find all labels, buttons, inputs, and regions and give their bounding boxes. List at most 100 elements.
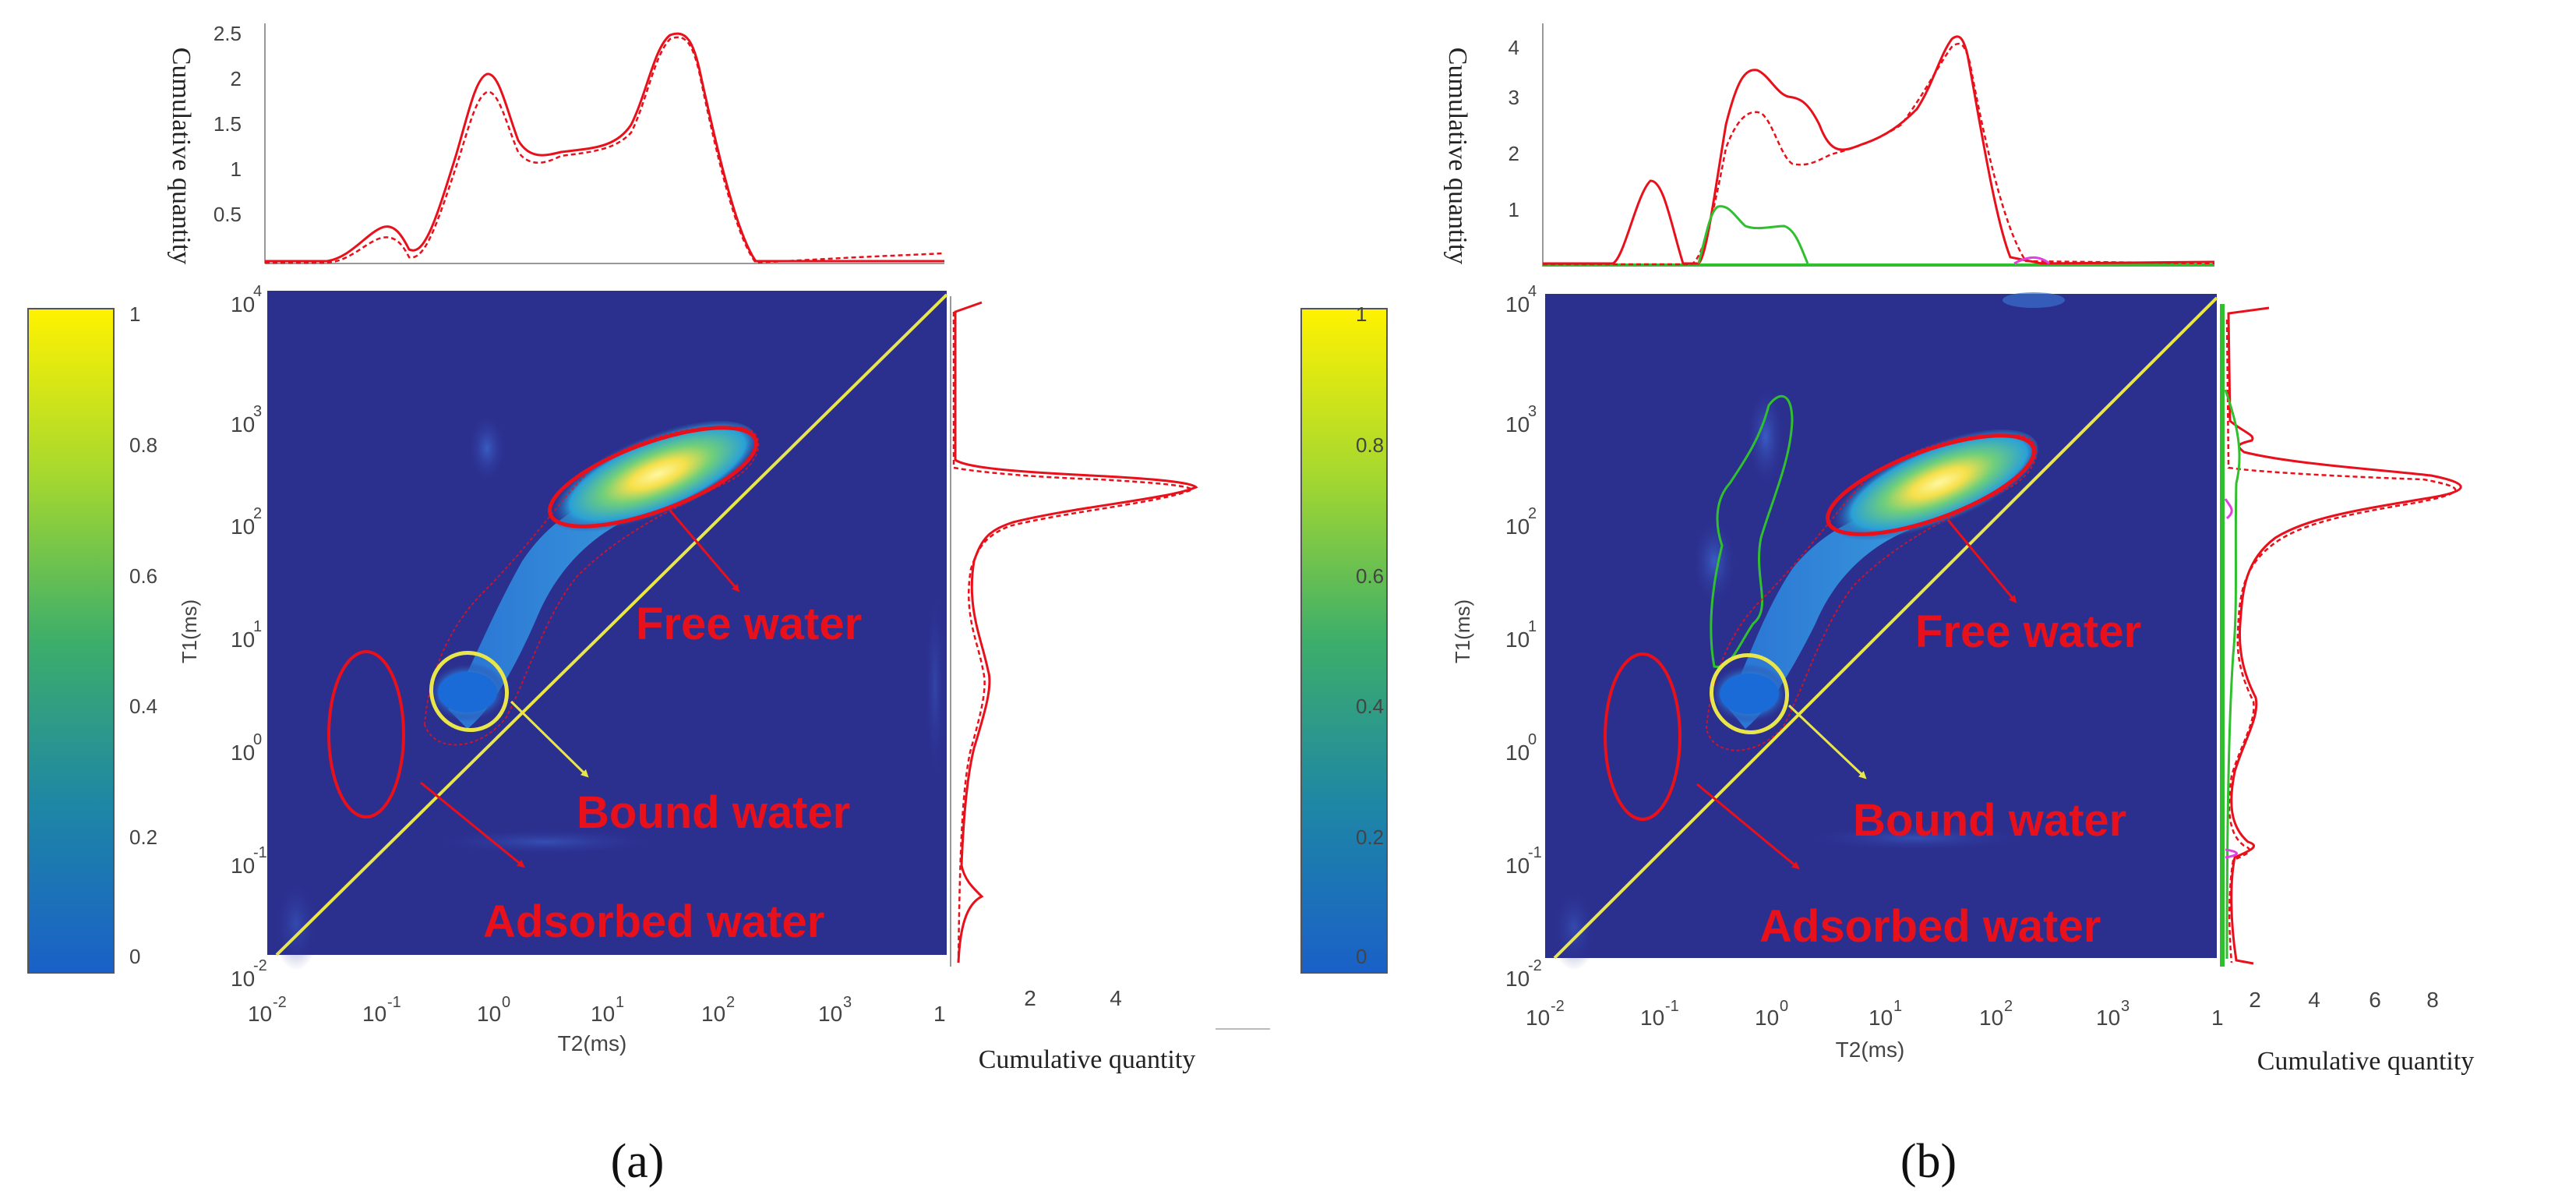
heatmap-blob (1720, 673, 1779, 714)
colorbar-tick: 0.2 (1356, 825, 1384, 849)
x-tick: 10 2 (701, 994, 735, 1026)
top-tick: 1.5 (213, 112, 242, 136)
right-curve (2227, 306, 2462, 965)
y-tick: 103 (1505, 403, 1537, 437)
x-tick-base: 1 (2211, 1006, 2224, 1030)
y-axis-label: T1(ms) (1451, 599, 1474, 663)
top-tick: 3 (1509, 86, 1519, 109)
top-tick: 1 (231, 157, 242, 181)
x-tick: 10 2 (1979, 998, 2013, 1030)
colorbar-tick: 0 (1356, 945, 1367, 968)
top-tick: 2.5 (213, 22, 242, 45)
colorbar-tick: 0 (129, 945, 140, 968)
heatmap: Free water Bound water Adsorbed water (267, 291, 948, 970)
y-tick-base: 10 (231, 741, 255, 765)
free-water-arrow (669, 510, 740, 592)
colorbar: 1 0.8 0.6 0.4 0.2 0 (1300, 302, 1388, 974)
colorbar-gradient (27, 308, 115, 974)
right-magenta-curve (2224, 498, 2238, 859)
heatmap-blob (1745, 382, 1786, 491)
y-tick: 100 (1505, 731, 1537, 765)
right-tick: 4 (2308, 988, 2320, 1012)
x-tick-exp: -1 (387, 994, 401, 1011)
x-tick-base: 10 (2096, 1006, 2120, 1030)
y-tick: 10 2 (231, 505, 262, 539)
x-tick-exp: 1 (1893, 998, 1902, 1015)
x-tick: 10 -2 (248, 994, 287, 1026)
x-tick: 10 0 (1755, 998, 1788, 1030)
y-tick-exp: 3 (1528, 403, 1537, 420)
top-marginal-ylabel: Cumulative quantity (167, 48, 196, 265)
y-tick-base: 10 (1505, 967, 1530, 991)
top-curve-dashed (265, 36, 945, 264)
x-tick-base: 10 (1868, 1006, 1893, 1030)
colorbar-tick: 0.6 (1356, 564, 1384, 588)
x-tick: 10 3 (2096, 998, 2130, 1030)
y-tick: 101 (1505, 618, 1537, 652)
top-magenta-curve (2013, 256, 2050, 265)
right-marginal-xlabel: Cumulative quantity (2257, 1047, 2475, 1076)
y-tick-base: 10 (231, 967, 255, 991)
heatmap-blob (2003, 292, 2065, 308)
y-tick-exp: -2 (1528, 957, 1542, 974)
x-tick-base: 10 (591, 1002, 615, 1026)
x-tick-base: 10 (701, 1002, 725, 1026)
colorbar-gradient (1300, 308, 1388, 974)
right-marginal-plot: 2 4 Cumulative quantity (950, 296, 1270, 1074)
x-tick: 10 1 (591, 994, 624, 1026)
right-curve-dashed (952, 312, 1194, 963)
top-marginal-ylabel: Cumulative quantity (1443, 48, 1472, 265)
y-tick: 10 -1 (231, 844, 267, 878)
x-tick-exp: -2 (1551, 998, 1565, 1015)
y-tick-exp: -1 (1528, 844, 1542, 861)
x-tick-base: 10 (1640, 1006, 1664, 1030)
adsorbed-water-ellipse (1604, 652, 1681, 821)
region-outline (1705, 433, 2038, 751)
x-tick-base: 10 (477, 1002, 501, 1026)
y-tick-exp: 1 (1528, 618, 1537, 635)
adsorbed-water-label: Adsorbed water (483, 896, 824, 947)
x-tick: 10 -1 (362, 994, 401, 1026)
top-tick: 0.5 (213, 203, 242, 226)
y-tick-exp: 0 (1528, 731, 1537, 748)
top-tick: 2 (231, 67, 242, 90)
bound-water-arrow (1787, 704, 1867, 780)
y-tick-base: 10 (231, 292, 255, 316)
x-tick-exp: 3 (2121, 998, 2130, 1015)
x-tick-exp: 0 (1780, 998, 1788, 1015)
heatmap-blob (537, 420, 757, 537)
x-tick-base: 1 (933, 1002, 946, 1026)
x-tick-exp: 3 (843, 994, 852, 1011)
bound-water-label: Bound water (1853, 795, 2126, 846)
bound-water-ellipse (1709, 652, 1790, 735)
x-tick-exp: 2 (726, 994, 735, 1011)
top-marginal-plot: Cumulative quantity 4 3 2 1 (1443, 23, 2215, 267)
x-tick: 10 1 (1868, 998, 1902, 1030)
region-outline (423, 426, 760, 746)
heatmap-tail (448, 491, 639, 729)
x-tick-base: 10 (362, 1002, 386, 1026)
free-water-ellipse (548, 426, 758, 529)
y-tick-base: 10 (1505, 741, 1530, 765)
top-marginal-plot: Cumulative quantity 2.5 2 1.5 1 0.5 (167, 22, 945, 265)
heatmap: Free water Bound water Adsorbed water (1545, 292, 2218, 970)
colorbar-tick: 1 (1356, 302, 1367, 326)
x-axis: 10 -2 10 -1 10 0 10 1 10 2 10 3 1 T2(ms) (248, 994, 946, 1055)
x-tick: 1 (2211, 1006, 2224, 1030)
x-tick: 10 -2 (1526, 998, 1565, 1030)
x-tick: 10 3 (818, 994, 852, 1026)
y-tick: 10 1 (231, 618, 262, 652)
x-tick: 1 (933, 1002, 946, 1026)
y-axis: T1(ms) 104 103 102 101 100 10-1 10-2 (1451, 283, 1542, 991)
bound-water-label: Bound water (577, 787, 850, 838)
y-axis-label: T1(ms) (178, 599, 201, 663)
top-curve (1543, 35, 2215, 265)
colorbar-tick: 0.4 (129, 695, 157, 718)
free-water-ellipse (1826, 433, 2036, 536)
top-tick: 1 (1509, 198, 1519, 221)
y-tick-exp: 0 (253, 731, 262, 748)
heatmap-blob (1691, 514, 1738, 608)
y-tick-exp: 4 (253, 283, 262, 300)
y-tick: 104 (1505, 283, 1537, 316)
y-tick-base: 10 (1505, 854, 1530, 878)
